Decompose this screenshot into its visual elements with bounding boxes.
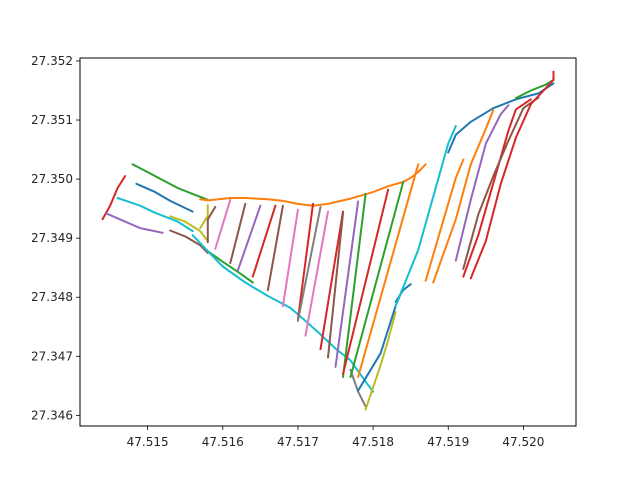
series-line-27 — [342, 192, 367, 378]
series-line-34 — [424, 158, 465, 282]
series-line-29 — [349, 181, 405, 378]
series-line-17 — [236, 204, 262, 272]
series-line-25 — [327, 212, 344, 359]
series-line-20 — [281, 208, 299, 308]
y-tick-label: 27.350 — [31, 172, 73, 186]
series-line-33 — [394, 124, 457, 308]
series-line-8 — [199, 163, 427, 207]
series-line-15 — [214, 198, 232, 250]
y-tick-label: 27.352 — [31, 54, 73, 68]
series-line-7 — [169, 215, 209, 243]
series-line-16 — [229, 202, 247, 264]
series-line-18 — [251, 204, 277, 278]
x-axis: 47.515 47.516 47.517 47.518 47.519 47.520 — [127, 426, 544, 449]
series-line-41 — [469, 70, 555, 280]
y-axis: 27.346 27.347 27.348 27.349 27.350 27.351 27.3… — [31, 54, 80, 422]
series-line-38 — [454, 104, 510, 262]
series-line-4 — [135, 182, 194, 213]
y-tick-label: 27.348 — [31, 290, 73, 304]
series-line-6 — [169, 229, 209, 254]
series-line-5 — [131, 163, 209, 201]
series-line-40 — [462, 96, 540, 270]
series-line-19 — [266, 204, 284, 292]
series-line-2 — [105, 212, 164, 234]
series-line-36 — [514, 78, 555, 100]
x-tick-label: 47.516 — [202, 435, 244, 449]
series-line-28 — [342, 188, 390, 375]
x-tick-label: 47.519 — [427, 435, 469, 449]
series-line-10 — [206, 205, 217, 244]
series-line-14 — [364, 311, 397, 411]
series-line-23 — [304, 210, 329, 337]
x-tick-label: 47.520 — [502, 435, 544, 449]
series-line-13 — [349, 368, 367, 408]
series-line-12 — [191, 234, 375, 393]
y-tick-label: 27.347 — [31, 349, 73, 363]
x-tick-label: 47.515 — [127, 435, 169, 449]
series-line-11 — [206, 250, 254, 284]
y-tick-label: 27.351 — [31, 113, 73, 127]
series-line-21 — [296, 202, 314, 321]
y-tick-label: 27.346 — [31, 408, 73, 422]
x-tick-label: 47.518 — [352, 435, 394, 449]
series-line-26 — [334, 200, 360, 368]
y-tick-label: 27.349 — [31, 231, 73, 245]
series-line-30 — [357, 163, 420, 378]
series-line-35 — [447, 82, 555, 154]
series-line-24 — [319, 210, 344, 351]
x-tick-label: 47.517 — [277, 435, 319, 449]
plot-area — [80, 58, 576, 426]
series-line-3 — [116, 197, 194, 233]
series-layer — [101, 70, 555, 411]
series-line-37 — [432, 109, 495, 284]
plot-frame — [79, 57, 577, 427]
series-line-9 — [199, 204, 209, 230]
series-line-22 — [296, 205, 322, 322]
